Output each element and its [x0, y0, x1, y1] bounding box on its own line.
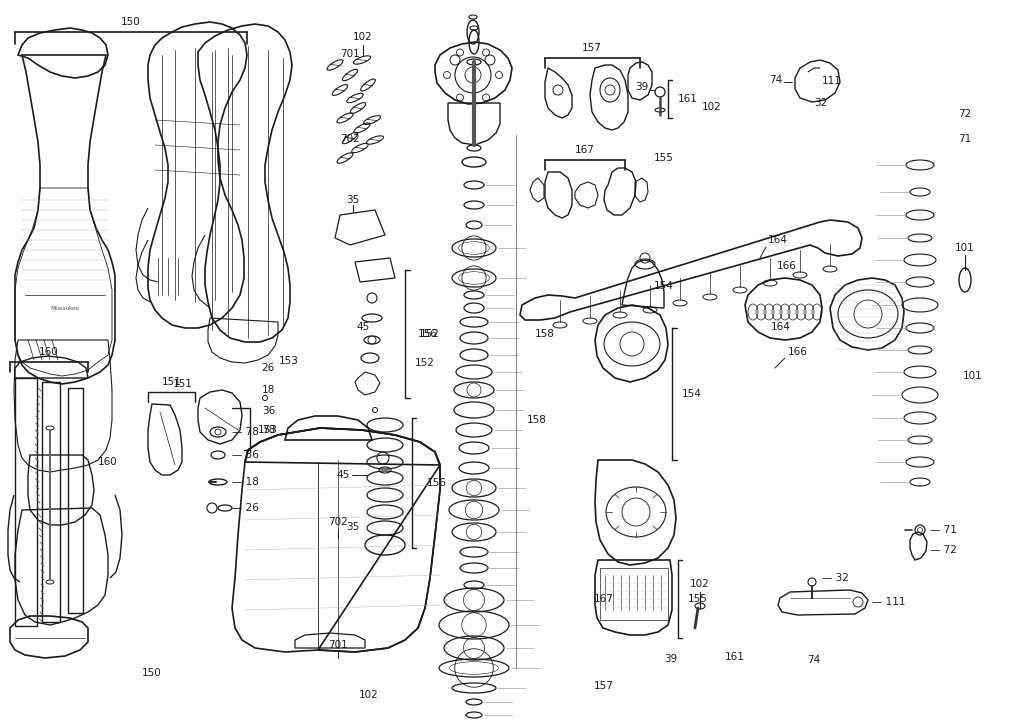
Text: 156: 156: [418, 329, 438, 340]
Text: — 111: — 111: [872, 597, 905, 607]
Text: 150: 150: [121, 17, 141, 27]
Text: 702: 702: [340, 134, 360, 144]
Text: 111: 111: [821, 76, 842, 86]
Text: 157: 157: [582, 43, 602, 53]
Text: 152: 152: [415, 358, 435, 369]
Text: 35: 35: [347, 522, 359, 532]
Text: 157: 157: [594, 681, 614, 691]
Text: 167: 167: [594, 594, 614, 605]
Text: 153: 153: [279, 355, 299, 366]
Text: 701: 701: [328, 640, 348, 650]
Text: 160: 160: [97, 457, 118, 467]
Text: 154: 154: [653, 281, 674, 291]
Text: 78: 78: [262, 425, 274, 435]
Bar: [15, 378, 37, 626]
Text: 152: 152: [420, 329, 440, 339]
Text: 26: 26: [262, 363, 274, 373]
Text: 45: 45: [357, 322, 370, 332]
Text: 39: 39: [635, 82, 648, 92]
Text: 150: 150: [141, 668, 162, 678]
Text: 153: 153: [258, 425, 278, 435]
Text: — 78: — 78: [232, 427, 259, 437]
Text: 102: 102: [353, 32, 373, 42]
Text: 39: 39: [665, 654, 677, 664]
Text: 45: 45: [337, 470, 350, 480]
Text: 155: 155: [653, 153, 674, 163]
Text: 71: 71: [958, 134, 971, 144]
Text: — 18: — 18: [232, 477, 259, 487]
Text: 160: 160: [39, 347, 58, 357]
Bar: [68, 388, 83, 613]
Text: — 32: — 32: [822, 573, 849, 583]
Text: 151: 151: [172, 379, 193, 389]
Text: 158: 158: [535, 329, 555, 340]
Bar: [600, 568, 668, 620]
Text: — 36: — 36: [232, 450, 259, 460]
Text: 167: 167: [575, 145, 595, 155]
Text: 158: 158: [527, 415, 547, 425]
Text: 72: 72: [958, 109, 971, 119]
Text: 164: 164: [770, 322, 791, 332]
Text: 35: 35: [346, 195, 359, 205]
Text: 161: 161: [725, 652, 745, 662]
Text: 102: 102: [701, 102, 722, 112]
Text: 702: 702: [328, 517, 348, 527]
Text: — 71: — 71: [930, 525, 956, 535]
Text: Milwaukee: Milwaukee: [50, 306, 80, 311]
Text: 164: 164: [768, 235, 787, 245]
Text: 74: 74: [808, 655, 820, 665]
Text: 156: 156: [427, 478, 446, 488]
Text: — 26: — 26: [232, 503, 259, 513]
Text: 166: 166: [788, 347, 808, 357]
Text: 155: 155: [688, 594, 708, 604]
Text: 101: 101: [963, 371, 983, 382]
Bar: [42, 382, 60, 622]
Text: 161: 161: [678, 94, 698, 104]
Text: 101: 101: [955, 243, 975, 253]
Text: 18: 18: [262, 384, 274, 395]
Text: 36: 36: [262, 406, 274, 416]
Text: 32: 32: [815, 98, 827, 108]
Text: 102: 102: [690, 579, 710, 589]
Text: 701: 701: [340, 49, 360, 59]
Text: 74: 74: [769, 75, 782, 85]
Text: 154: 154: [682, 389, 701, 399]
Text: 166: 166: [776, 261, 797, 272]
Text: — 72: — 72: [930, 545, 956, 555]
Text: 151: 151: [162, 377, 182, 387]
Text: 102: 102: [358, 690, 379, 700]
